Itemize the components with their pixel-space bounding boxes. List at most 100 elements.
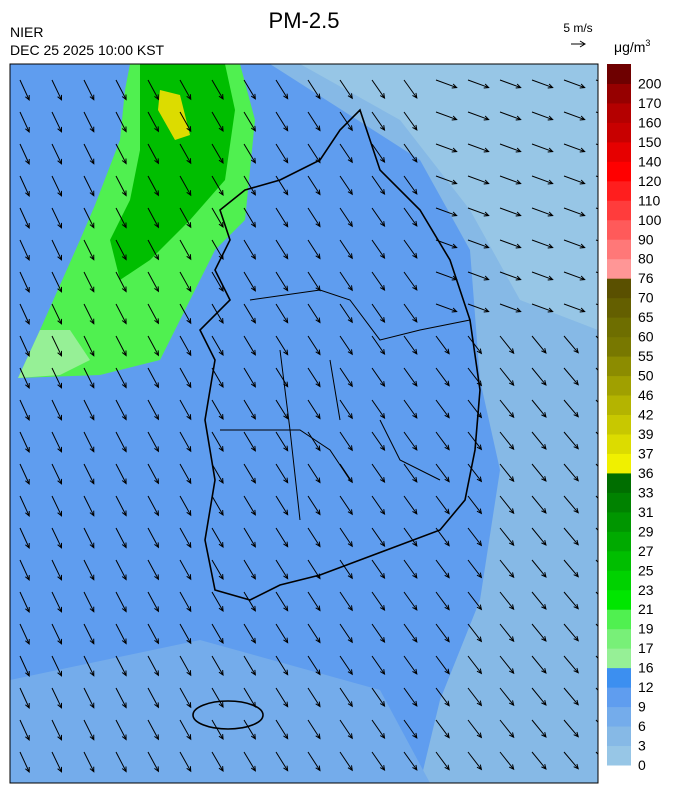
wind-arrow: [147, 431, 160, 453]
wind-arrow: [307, 335, 321, 356]
wind-arrow: [499, 591, 515, 611]
wind-arrow: [499, 495, 515, 515]
colorbar-segment: [607, 726, 631, 747]
wind-arrow: [115, 367, 127, 389]
wind-arrow: [51, 719, 63, 741]
wind-arrow: [147, 687, 160, 709]
map: [10, 64, 598, 795]
wind-arrow: [51, 655, 63, 677]
wind-arrow: [531, 495, 547, 514]
wind-arrow: [19, 79, 30, 102]
wind-arrow: [147, 79, 160, 101]
wind-arrow: [179, 655, 192, 677]
wind-arrow: [499, 335, 515, 355]
light-green-region: [18, 330, 90, 378]
wind-arrow: [435, 591, 450, 611]
wind-arrow: [51, 687, 63, 709]
wind-arrow: [243, 239, 256, 260]
wind-arrow: [467, 303, 490, 313]
wind-arrow: [212, 784, 223, 795]
wind-arrow: [243, 367, 256, 388]
colorbar-segment: [607, 278, 631, 299]
colorbar-segment: [607, 570, 631, 591]
wind-arrow: [211, 591, 224, 613]
wind-arrow: [179, 175, 192, 197]
wind-arrow: [275, 399, 289, 420]
colorbar-segment: [607, 336, 631, 357]
wind-arrow: [51, 271, 63, 293]
wind-arrow: [307, 687, 321, 708]
colorbar-segment: [607, 122, 631, 143]
wind-arrow: [435, 335, 450, 355]
wind-scale-arrowhead: [579, 40, 586, 48]
wind-arrow: [531, 655, 547, 674]
wind-arrow: [179, 623, 192, 645]
wind-arrow: [371, 559, 386, 580]
wind-arrow: [275, 463, 289, 484]
wind-arrow: [563, 591, 579, 610]
wind-arrow: [275, 719, 289, 740]
wind-arrow: [307, 303, 321, 324]
wind-arrow: [19, 463, 30, 486]
wind-arrow: [211, 527, 224, 549]
wind-arrow: [563, 207, 586, 217]
wind-arrow: [19, 655, 30, 678]
wind-arrow: [147, 207, 160, 229]
wind-arrow: [147, 143, 160, 165]
wind-arrow: [211, 79, 224, 101]
wind-arrow: [435, 207, 458, 217]
wind-arrow: [307, 79, 321, 100]
wind-arrow: [211, 687, 224, 709]
wind-arrow: [563, 527, 579, 546]
wind-arrow: [403, 559, 418, 579]
wind-arrow: [211, 175, 224, 197]
wind-arrow: [51, 207, 63, 229]
wind-arrow: [276, 784, 288, 795]
wind-arrow: [435, 367, 450, 387]
wind-arrow: [307, 367, 321, 388]
colorbar-segment: [607, 609, 631, 630]
wind-arrow: [467, 143, 490, 153]
wind-arrow: [531, 207, 554, 217]
wind-arrow: [339, 431, 353, 452]
wind-arrow: [339, 143, 353, 164]
wind-arrow: [243, 207, 256, 228]
wind-arrow: [115, 687, 127, 709]
wind-arrow: [371, 367, 386, 388]
wind-arrow: [371, 111, 386, 132]
wind-arrow: [563, 463, 579, 482]
colorbar-label: 50: [638, 368, 654, 384]
wind-arrow: [372, 784, 385, 795]
wind-arrow: [83, 719, 95, 741]
colorbar-segment: [607, 706, 631, 727]
title: PM-2.5: [269, 8, 340, 33]
wind-arrow: [403, 687, 418, 707]
wind-arrow: [179, 687, 192, 709]
wind-arrow: [499, 655, 515, 675]
colorbar-label: 31: [638, 504, 654, 520]
wind-arrow: [83, 463, 95, 485]
wind-arrow: [563, 239, 586, 249]
wind-arrow: [563, 687, 579, 706]
wind-arrow: [467, 751, 483, 771]
wind-arrow: [211, 111, 224, 133]
wind-arrow: [51, 367, 63, 389]
wind-arrow: [307, 719, 321, 740]
wind-arrow: [19, 559, 30, 582]
wind-arrow: [403, 175, 418, 195]
colorbar-label: 36: [638, 465, 654, 481]
wind-arrow: [403, 463, 418, 483]
timestamp: DEC 25 2025 10:00 KST: [10, 42, 165, 58]
wind-arrow: [531, 239, 554, 249]
wind-arrow: [83, 303, 95, 325]
colorbar-segment: [607, 453, 631, 474]
wind-arrow: [403, 495, 418, 515]
wind-arrow: [211, 623, 224, 645]
wind-arrow: [371, 527, 386, 548]
wind-arrow: [179, 719, 192, 741]
colorbar-segment: [607, 667, 631, 688]
wind-arrow: [19, 367, 30, 390]
wind-arrow: [467, 591, 483, 611]
wind-arrow: [147, 719, 160, 741]
